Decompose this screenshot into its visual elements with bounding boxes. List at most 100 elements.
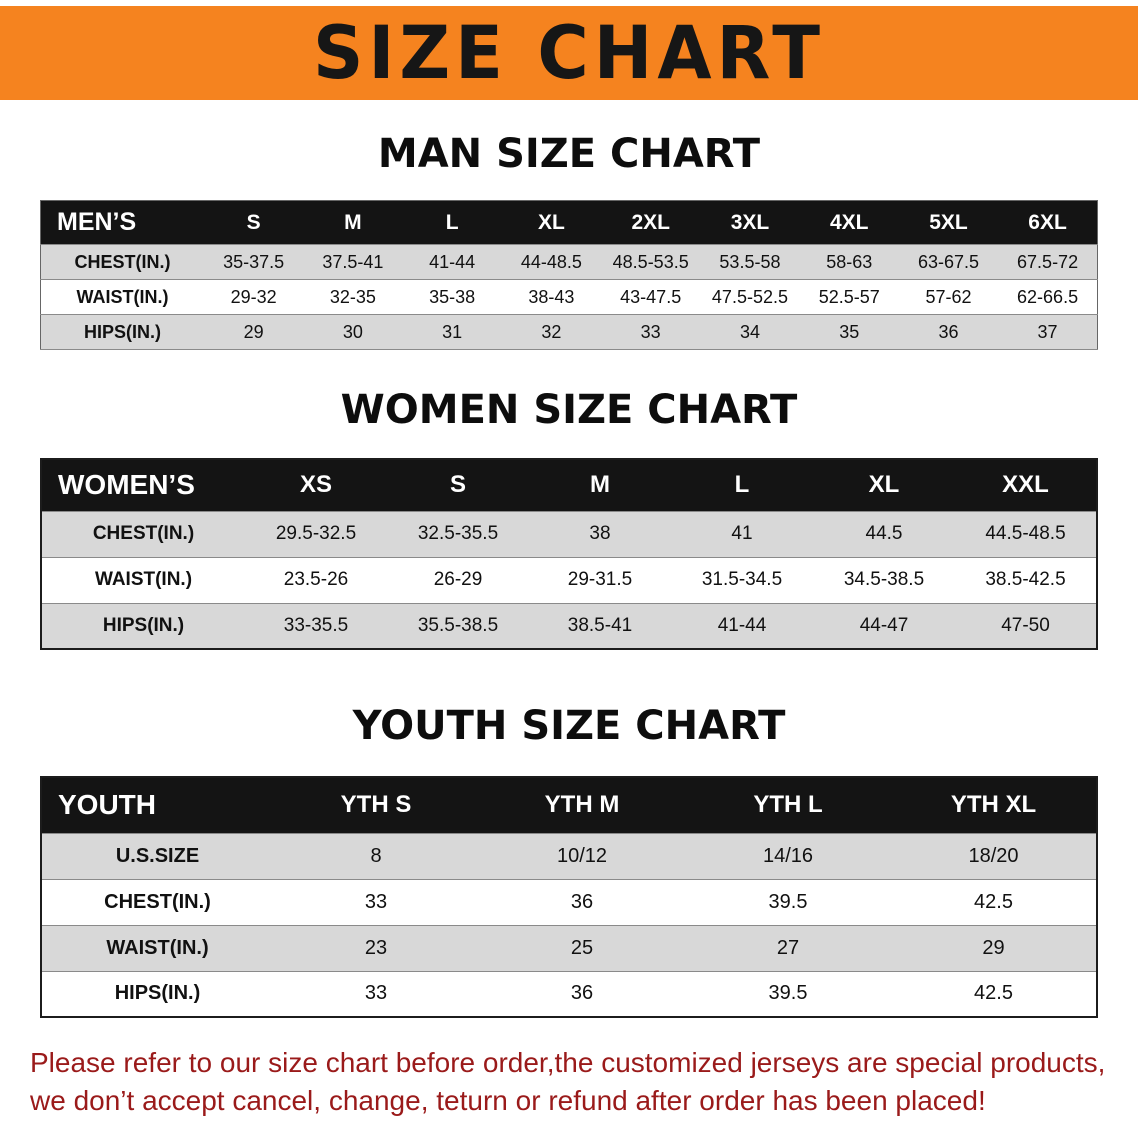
size-value-cell: 63-67.5: [917, 251, 980, 272]
table-row: WAIST(IN.) 29-32 32-35 35-38 38-43 43-47.5 47.…: [40, 279, 1098, 315]
measurement-label: WAIST(IN.): [94, 569, 193, 590]
size-value-cell: 41: [731, 523, 753, 544]
measurement-label: CHEST(IN.): [74, 251, 171, 272]
size-value-cell: 47.5-52.5: [711, 286, 788, 307]
table-row: CHEST(IN.) 29.5-32.5 32.5-35.5 38 41 44.5 44.5…: [41, 511, 1097, 557]
table-row: WAIST(IN.) 23.5-26 26-29 29-31.5 31.5-34.5 34…: [41, 557, 1097, 603]
disclaimer: Please refer to our size chart before or…: [30, 1044, 1108, 1120]
size-value-cell: 32: [541, 321, 562, 342]
youth-size-table: YOUTH YTH S YTH M YTH L YTH XL U.S.SIZE 8 10/12…: [40, 776, 1098, 1018]
size-value-cell: 29-31.5: [567, 569, 633, 590]
size-value-cell: 41-44: [717, 614, 767, 636]
size-value-cell: 36: [570, 890, 594, 913]
size-column-header: S: [449, 471, 466, 499]
measurement-label: WAIST(IN.): [106, 936, 209, 959]
table-row: CHEST(IN.) 33 36 39.5 42.5: [41, 879, 1097, 925]
size-value-cell: 35: [839, 321, 860, 342]
table-row: CHEST(IN.) 35-37.5 37.5-41 41-44 44-48.5 48.5…: [40, 244, 1098, 280]
size-value-cell: 57-62: [925, 286, 972, 307]
size-value-cell: 39.5: [768, 890, 808, 913]
size-value-cell: 58-63: [826, 251, 873, 272]
size-value-cell: 44.5-48.5: [985, 523, 1066, 544]
size-value-cell: 29: [982, 936, 1005, 959]
size-column-header: YTH XL: [950, 791, 1037, 819]
size-column-header: XXL: [1002, 471, 1049, 499]
measurement-label: CHEST(IN.): [92, 523, 195, 544]
size-value-cell: 38.5-41: [567, 614, 633, 636]
size-value-cell: 34: [739, 321, 760, 342]
size-value-cell: 67.5-72: [1017, 251, 1079, 272]
size-column-header: YTH M: [544, 791, 620, 819]
size-column-header: L: [734, 471, 750, 499]
size-value-cell: 33: [364, 890, 388, 913]
youth-header-row: YOUTH YTH S YTH M YTH L YTH XL: [41, 777, 1097, 833]
size-value-cell: 31: [442, 321, 463, 342]
size-value-cell: 44.5: [865, 523, 903, 544]
size-column-header: 2XL: [631, 210, 670, 234]
men-size-table: MEN’S S M L XL 2XL 3XL 4XL 5XL 6XL CHEST(IN.) 35-37…: [40, 200, 1098, 350]
size-value-cell: 33: [364, 982, 388, 1005]
size-column-header: 5XL: [929, 210, 968, 234]
size-value-cell: 37: [1037, 321, 1058, 342]
table-row: HIPS(IN.) 33-35.5 35.5-38.5 38.5-41 41-44 44-…: [41, 603, 1097, 649]
table-row: HIPS(IN.) 29 30 31 32 33 34 35 36 37: [40, 314, 1098, 350]
size-column-header: YTH L: [753, 791, 823, 819]
size-column-header: XS: [299, 471, 332, 499]
size-value-cell: 62-66.5: [1017, 286, 1079, 307]
size-value-cell: 52.5-57: [818, 286, 880, 307]
size-value-cell: 38: [589, 523, 611, 544]
size-value-cell: 26-29: [433, 569, 483, 590]
size-value-cell: 37.5-41: [322, 251, 384, 272]
size-value-cell: 27: [776, 936, 800, 959]
women-size-table: WOMEN’S XS S M L XL XXL CHEST(IN.) 29.5-32.5 32.5…: [40, 458, 1098, 650]
size-column-header: 6XL: [1028, 210, 1067, 234]
size-value-cell: 33-35.5: [283, 614, 349, 636]
table-row: HIPS(IN.) 33 36 39.5 42.5: [41, 971, 1097, 1017]
size-value-cell: 32.5-35.5: [417, 523, 499, 544]
youth-size-section: YOUTH SIZE CHART YOUTH YTH S YTH M YTH L YTH…: [0, 702, 1138, 1018]
men-label-header: MEN’S: [57, 208, 137, 236]
size-value-cell: 29-32: [230, 286, 277, 307]
table-row: WAIST(IN.) 23 25 27 29: [41, 925, 1097, 971]
measurement-label: WAIST(IN.): [76, 286, 169, 307]
size-value-cell: 44-48.5: [520, 251, 582, 272]
measurement-label: HIPS(IN.): [83, 321, 161, 342]
size-value-cell: 29: [243, 321, 264, 342]
men-header-row: MEN’S S M L XL 2XL 3XL 4XL 5XL 6XL: [40, 200, 1098, 245]
size-value-cell: 36: [570, 982, 594, 1005]
size-value-cell: 42.5: [974, 890, 1013, 913]
size-value-cell: 38.5-42.5: [985, 569, 1066, 590]
size-value-cell: 30: [342, 321, 363, 342]
size-column-header: M: [344, 210, 362, 234]
size-value-cell: 14/16: [762, 844, 814, 867]
banner: SIZE CHART: [0, 6, 1138, 100]
table-row: U.S.SIZE 8 10/12 14/16 18/20: [41, 833, 1097, 879]
size-value-cell: 38-43: [528, 286, 575, 307]
measurement-label: HIPS(IN.): [114, 982, 201, 1005]
men-section-heading: MAN SIZE CHART: [377, 131, 761, 177]
size-value-cell: 35-38: [429, 286, 476, 307]
size-value-cell: 47-50: [1001, 614, 1050, 636]
page-title: SIZE CHART: [312, 9, 826, 97]
size-value-cell: 18/20: [968, 844, 1019, 867]
size-value-cell: 53.5-58: [719, 251, 781, 272]
size-value-cell: 35-37.5: [223, 251, 285, 272]
measurement-label: U.S.SIZE: [115, 844, 200, 867]
size-value-cell: 44-47: [859, 614, 909, 636]
size-column-header: YTH S: [340, 791, 412, 819]
measurement-label: CHEST(IN.): [104, 890, 211, 913]
disclaimer-line-1: Please refer to our size chart before or…: [30, 1047, 1106, 1078]
size-column-header: M: [590, 471, 610, 499]
size-column-header: L: [445, 210, 459, 234]
women-label-header: WOMEN’S: [58, 469, 195, 501]
size-column-header: S: [246, 210, 261, 234]
women-section-heading: WOMEN SIZE CHART: [340, 387, 798, 433]
size-value-cell: 25: [570, 936, 594, 959]
size-column-header: XL: [868, 471, 900, 499]
size-value-cell: 23: [364, 936, 388, 959]
size-value-cell: 35.5-38.5: [417, 614, 499, 636]
men-size-section: MAN SIZE CHART MEN’S S M L XL 2XL 3XL 4XL 5XL 6XL…: [0, 130, 1138, 350]
women-size-section: WOMEN SIZE CHART WOMEN’S XS S M L XL XXL CHEST(…: [0, 386, 1138, 650]
size-value-cell: 41-44: [429, 251, 476, 272]
